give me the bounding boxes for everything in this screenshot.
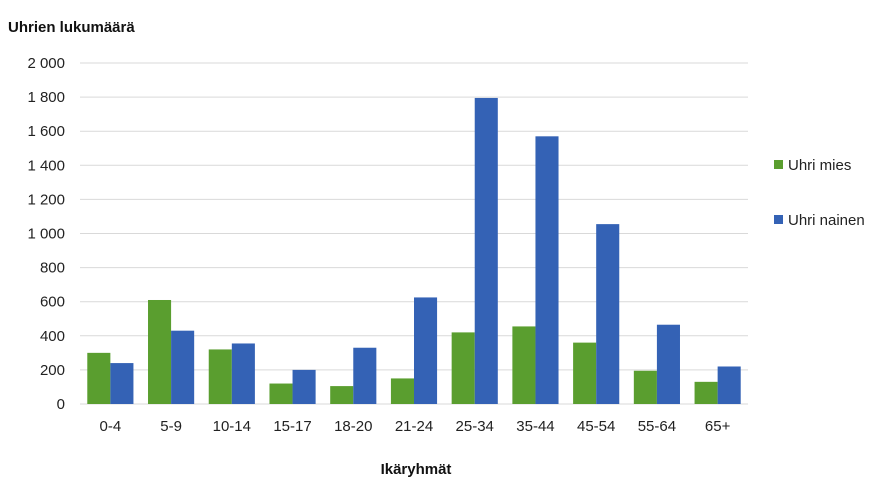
bar-mies bbox=[269, 383, 293, 404]
bar-nainen bbox=[535, 136, 559, 404]
y-tick-label: 200 bbox=[40, 362, 65, 379]
x-tick-label: 25-34 bbox=[456, 418, 494, 435]
y-tick-label: 800 bbox=[40, 260, 65, 277]
bar-mies bbox=[633, 370, 657, 404]
bar-nainen bbox=[596, 224, 620, 404]
y-tick-label: 1 000 bbox=[27, 226, 65, 243]
legend-label: Uhri nainen bbox=[788, 212, 865, 229]
legend-swatch bbox=[774, 215, 783, 224]
x-tick-label: 45-54 bbox=[577, 418, 615, 435]
y-tick-label: 1 800 bbox=[27, 89, 65, 106]
legend-label: Uhri mies bbox=[788, 157, 851, 174]
y-tick-label: 1 600 bbox=[27, 123, 65, 140]
x-tick-label: 10-14 bbox=[213, 418, 251, 435]
bar-nainen bbox=[656, 324, 680, 404]
y-tick-label: 0 bbox=[57, 396, 65, 413]
legend: Uhri mies Uhri nainen bbox=[774, 157, 865, 229]
bar-nainen bbox=[353, 347, 377, 404]
x-tick-label: 35-44 bbox=[516, 418, 554, 435]
y-tick-label: 1 400 bbox=[27, 157, 65, 174]
x-tick-labels: 0-4 5-9 10-14 15-17 18-20 21-24 25-34 35-44 45-5… bbox=[100, 418, 731, 435]
y-tick-label: 2 000 bbox=[27, 55, 65, 72]
bar-mies bbox=[330, 386, 354, 404]
y-tick-label: 1 200 bbox=[27, 191, 65, 208]
bar-nainen bbox=[474, 97, 498, 404]
x-tick-label: 18-20 bbox=[334, 418, 372, 435]
bar-mies bbox=[148, 299, 172, 404]
bar-nainen bbox=[292, 369, 316, 404]
bar-mies bbox=[573, 342, 597, 404]
bar-nainen bbox=[110, 363, 134, 404]
y-axis-title: Uhrien lukumäärä bbox=[8, 19, 135, 36]
x-tick-label: 5-9 bbox=[160, 418, 182, 435]
x-tick-label: 55-64 bbox=[638, 418, 676, 435]
bar-mies bbox=[512, 326, 536, 404]
x-tick-label: 15-17 bbox=[273, 418, 311, 435]
bar-mies bbox=[87, 352, 111, 404]
x-tick-label: 0-4 bbox=[100, 418, 122, 435]
y-tick-label: 600 bbox=[40, 294, 65, 311]
bar-nainen bbox=[414, 297, 438, 404]
bar-mies bbox=[208, 349, 232, 404]
bar-nainen bbox=[717, 366, 741, 404]
x-axis-title: Ikäryhmät bbox=[381, 461, 452, 478]
bars bbox=[87, 97, 741, 404]
x-tick-label: 65+ bbox=[705, 418, 731, 435]
bar-mies bbox=[451, 332, 475, 404]
y-tick-labels: 0 200 400 600 800 1 000 1 200 1 400 1 600 1 800 2 … bbox=[27, 55, 65, 413]
bar-nainen bbox=[231, 343, 255, 404]
y-tick-label: 400 bbox=[40, 328, 65, 345]
bar-nainen bbox=[171, 330, 195, 404]
legend-swatch bbox=[774, 160, 783, 169]
bar-mies bbox=[390, 378, 414, 404]
x-tick-label: 21-24 bbox=[395, 418, 433, 435]
bar-mies bbox=[694, 381, 718, 404]
